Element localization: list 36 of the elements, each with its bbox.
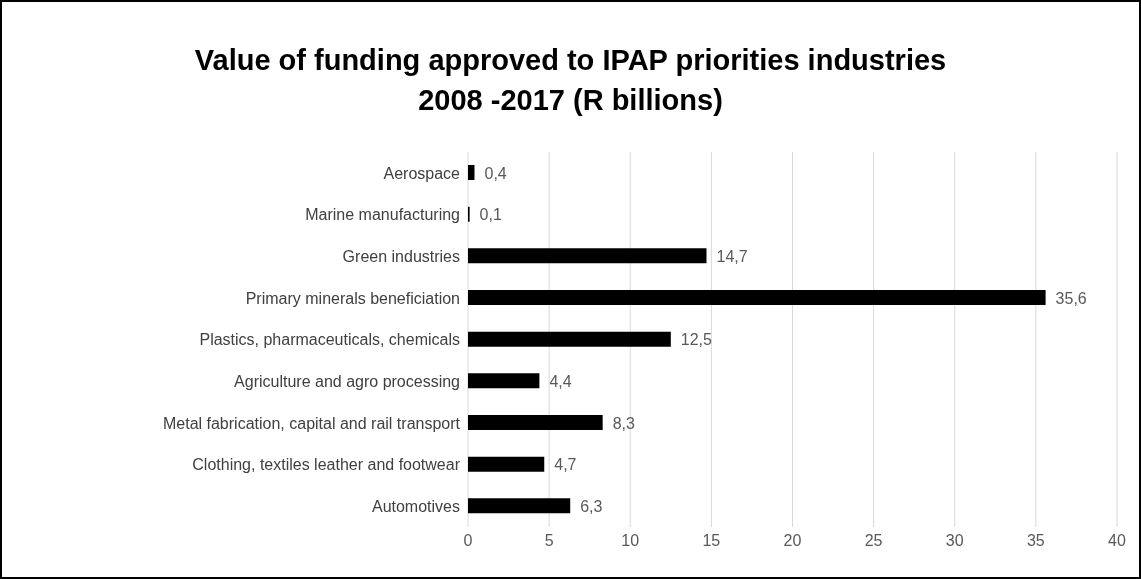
data-label: 4,4	[549, 372, 572, 390]
y-tick-label: Agriculture and agro processing	[234, 372, 460, 390]
data-label: 35,6	[1055, 289, 1087, 307]
x-tick-label: 10	[621, 532, 640, 550]
y-tick-label: Aerospace	[383, 164, 461, 182]
bar	[468, 498, 571, 514]
x-tick-label: 0	[463, 532, 473, 550]
x-tick-label: 40	[1108, 532, 1126, 550]
x-tick-label: 30	[945, 532, 964, 550]
x-tick-label: 20	[783, 532, 802, 550]
bar	[468, 290, 1046, 305]
data-label: 0,4	[484, 164, 507, 182]
y-tick-label: Green industries	[342, 247, 460, 265]
data-label: 8,3	[612, 414, 636, 432]
y-tick-label: Plastics, pharmaceuticals, chemicals	[199, 331, 460, 349]
data-label: 0,1	[479, 206, 502, 224]
bar	[468, 165, 475, 180]
bar	[468, 456, 545, 472]
x-tick-label: 35	[1026, 532, 1045, 550]
chart-title: Value of funding approved to IPAP priorities industries 2008 -2017 (R billions)	[193, 43, 948, 118]
x-tick-label: 5	[544, 532, 554, 550]
bar	[468, 373, 540, 389]
y-tick-label: Clothing, textiles leather and footwear	[192, 456, 461, 474]
bar	[468, 331, 671, 347]
x-tick-label: 15	[702, 532, 721, 550]
bar	[468, 415, 603, 430]
data-label: 14,7	[716, 247, 748, 265]
y-tick-label: Marine manufacturing	[305, 206, 460, 224]
data-label: 4,7	[554, 456, 577, 474]
data-label: 12,5	[680, 331, 713, 349]
y-tick-label: Metal fabrication, capital and rail transport	[162, 414, 461, 432]
y-tick-label: Primary minerals beneficiation	[245, 289, 460, 307]
x-tick-label: 25	[864, 532, 883, 550]
bar	[468, 248, 707, 264]
data-label: 6,3	[580, 497, 603, 515]
y-tick-label: Automotives	[371, 497, 460, 515]
